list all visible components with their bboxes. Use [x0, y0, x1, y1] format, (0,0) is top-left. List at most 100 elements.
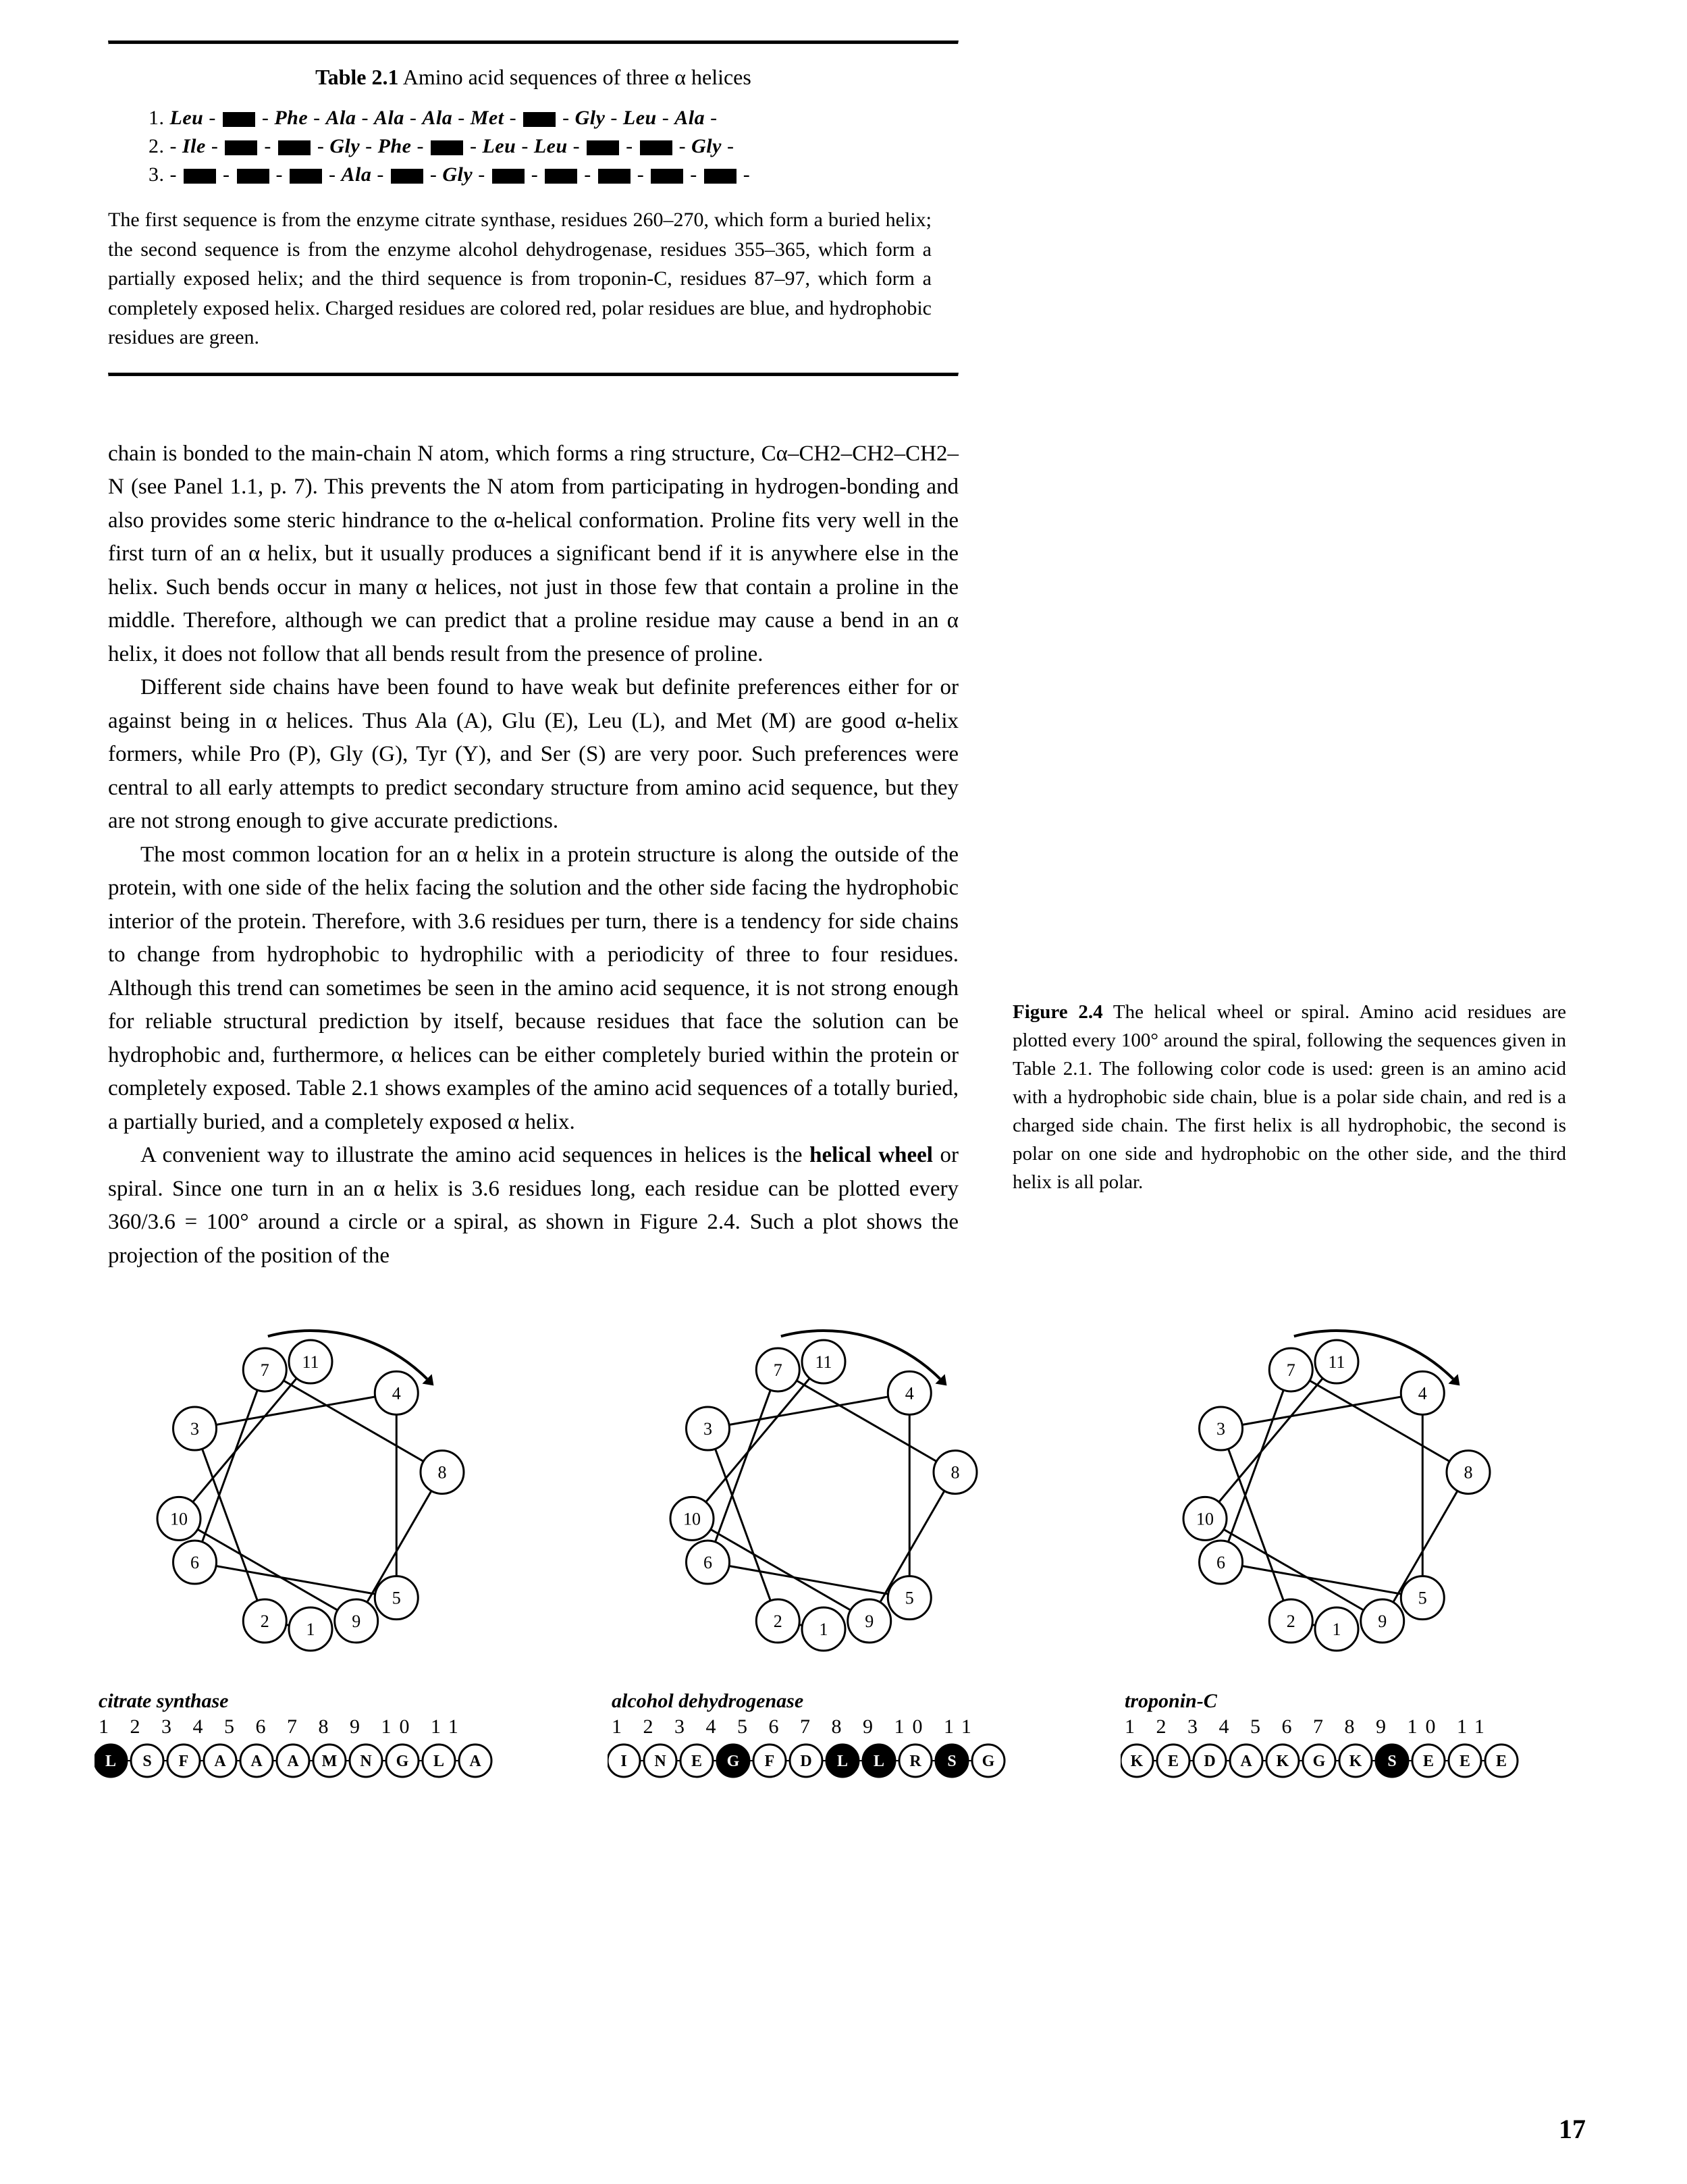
svg-text:G: G	[1313, 1753, 1326, 1770]
residue-letter-row: KEDAKGKSEEE	[1121, 1742, 1522, 1779]
svg-text:7: 7	[774, 1360, 782, 1380]
svg-text:D: D	[800, 1753, 811, 1770]
wheel-position-numbers: 1 2 3 4 5 6 7 8 9 10 11	[612, 1715, 1053, 1738]
table-title: Table 2.1 Amino acid sequences of three …	[108, 65, 959, 90]
svg-text:1: 1	[820, 1620, 828, 1639]
para-3: The most common location for an α helix …	[108, 838, 959, 1140]
svg-text:3: 3	[190, 1419, 199, 1439]
redacted-residue	[640, 140, 672, 155]
svg-text:7: 7	[1287, 1360, 1295, 1380]
svg-text:5: 5	[905, 1589, 914, 1608]
figure-caption: Figure 2.4 The helical wheel or spiral. …	[1013, 998, 1566, 1196]
svg-text:9: 9	[1378, 1612, 1387, 1631]
wheel-residue-circles: LSFAAAMNGLA	[95, 1742, 540, 1782]
svg-text:6: 6	[190, 1553, 199, 1572]
svg-text:L: L	[874, 1753, 884, 1770]
svg-text:4: 4	[905, 1383, 914, 1403]
svg-text:7: 7	[261, 1360, 269, 1380]
svg-text:M: M	[322, 1753, 338, 1770]
svg-text:G: G	[982, 1753, 995, 1770]
wheel-residue-circles: INEGFDLLRSG	[608, 1742, 1053, 1782]
svg-text:8: 8	[950, 1463, 959, 1483]
redacted-residue	[598, 169, 631, 184]
svg-text:A: A	[287, 1753, 299, 1770]
wheel-protein-label: troponin-C	[1125, 1690, 1566, 1713]
svg-text:D: D	[1204, 1753, 1215, 1770]
page-number: 17	[1559, 2113, 1586, 2145]
helical-wheel-block: 1234567891011troponin-C1 2 3 4 5 6 7 8 9…	[1107, 1306, 1566, 1782]
svg-text:8: 8	[1464, 1463, 1472, 1483]
svg-text:G: G	[727, 1753, 740, 1770]
table-title-text: Amino acid sequences of three α helices	[398, 65, 751, 89]
helical-wheel-block: 1234567891011alcohol dehydrogenase1 2 3 …	[594, 1306, 1053, 1782]
body-text-column: chain is bonded to the main-chain N atom…	[108, 437, 959, 1273]
svg-text:A: A	[214, 1753, 226, 1770]
svg-text:6: 6	[703, 1553, 712, 1572]
svg-text:I: I	[620, 1753, 626, 1770]
svg-text:3: 3	[703, 1419, 712, 1439]
svg-text:10: 10	[170, 1509, 188, 1528]
redacted-residue	[651, 169, 683, 184]
svg-text:K: K	[1349, 1753, 1362, 1770]
svg-text:E: E	[1168, 1753, 1179, 1770]
table-top-rule	[108, 41, 959, 45]
helical-wheels-row: 1234567891011citrate synthase1 2 3 4 5 6…	[81, 1306, 1566, 1782]
table-2-1: Table 2.1 Amino acid sequences of three …	[108, 41, 959, 377]
svg-text:11: 11	[815, 1352, 832, 1372]
svg-text:4: 4	[1418, 1383, 1427, 1403]
sequence-row: 3. - - - - Ala - - Gly - - - - - -	[149, 163, 959, 186]
para-4: A convenient way to illustrate the amino…	[108, 1139, 959, 1273]
svg-text:10: 10	[683, 1509, 701, 1528]
helical-wheel-block: 1234567891011citrate synthase1 2 3 4 5 6…	[81, 1306, 540, 1782]
svg-text:R: R	[909, 1753, 921, 1770]
svg-text:L: L	[105, 1753, 116, 1770]
svg-text:A: A	[469, 1753, 481, 1770]
svg-text:11: 11	[302, 1352, 319, 1372]
helical-wheel: 1234567891011	[1148, 1306, 1526, 1684]
svg-text:S: S	[142, 1753, 151, 1770]
wheel-protein-label: citrate synthase	[99, 1690, 540, 1713]
redacted-residue	[237, 169, 269, 184]
redacted-residue	[587, 140, 619, 155]
redacted-residue	[704, 169, 737, 184]
redacted-residue	[290, 169, 322, 184]
svg-text:N: N	[654, 1753, 666, 1770]
wheel-position-numbers: 1 2 3 4 5 6 7 8 9 10 11	[99, 1715, 540, 1738]
redacted-residue	[225, 140, 257, 155]
svg-text:4: 4	[392, 1383, 401, 1403]
figure-caption-label: Figure 2.4	[1013, 1001, 1103, 1023]
svg-text:S: S	[1387, 1753, 1396, 1770]
svg-text:K: K	[1131, 1753, 1144, 1770]
table-caption: The first sequence is from the enzyme ci…	[108, 205, 932, 352]
wheel-protein-label: alcohol dehydrogenase	[612, 1690, 1053, 1713]
svg-text:E: E	[1460, 1753, 1470, 1770]
redacted-residue	[545, 169, 577, 184]
svg-text:A: A	[1240, 1753, 1252, 1770]
svg-text:E: E	[691, 1753, 702, 1770]
svg-text:8: 8	[437, 1463, 446, 1483]
wheel-residue-circles: KEDAKGKSEEE	[1121, 1742, 1566, 1782]
redacted-residue	[523, 112, 556, 127]
svg-text:6: 6	[1216, 1553, 1225, 1572]
svg-text:3: 3	[1216, 1419, 1225, 1439]
svg-text:E: E	[1496, 1753, 1507, 1770]
helical-wheel: 1234567891011	[635, 1306, 1013, 1684]
redacted-residue	[492, 169, 525, 184]
svg-text:2: 2	[1287, 1612, 1295, 1631]
redacted-residue	[431, 140, 463, 155]
svg-text:2: 2	[774, 1612, 782, 1631]
redacted-residue	[278, 140, 311, 155]
svg-text:10: 10	[1196, 1509, 1214, 1528]
residue-letter-row: INEGFDLLRSG	[608, 1742, 1009, 1779]
svg-text:F: F	[179, 1753, 189, 1770]
svg-text:2: 2	[261, 1612, 269, 1631]
figure-caption-text: The helical wheel or spiral. Amino acid …	[1013, 1001, 1566, 1193]
svg-text:5: 5	[392, 1589, 401, 1608]
svg-text:L: L	[837, 1753, 848, 1770]
svg-text:G: G	[396, 1753, 409, 1770]
table-title-label: Table 2.1	[315, 65, 398, 89]
svg-text:1: 1	[1333, 1620, 1341, 1639]
redacted-residue	[391, 169, 423, 184]
svg-text:F: F	[765, 1753, 775, 1770]
svg-text:L: L	[433, 1753, 444, 1770]
